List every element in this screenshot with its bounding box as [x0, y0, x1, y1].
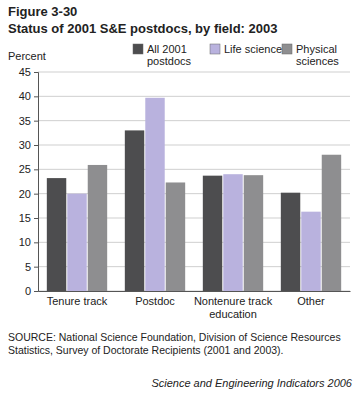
text-line: SOURCE: National Science Foundation, Div… [8, 331, 341, 343]
tick-mark [34, 121, 38, 122]
tick: Nontenure trackeducation [194, 291, 273, 320]
bar [67, 194, 86, 291]
bar [166, 182, 185, 291]
tick: 30 [19, 139, 38, 151]
tick-label: Tenure track [47, 295, 108, 307]
legend-item: All 2001postdocs [133, 43, 192, 67]
tick-label: Postdoc [135, 295, 175, 307]
tick-label: Other [297, 295, 325, 307]
tick-mark [34, 242, 38, 243]
text-line: Other [297, 295, 325, 307]
tick: 10 [19, 236, 38, 248]
x-axis: Tenure track Postdoc Nontenure trackeducat… [39, 291, 351, 320]
tick: 15 [19, 212, 38, 224]
legend-item: Life sciences [210, 43, 288, 55]
tick-label: 0 [25, 285, 31, 297]
text-line: Nontenure track [194, 295, 273, 307]
tick: 0 [25, 285, 38, 297]
tick-label: 35 [19, 115, 31, 127]
tick-mark [34, 291, 38, 292]
tick-label: 25 [19, 163, 31, 175]
tick: 20 [19, 188, 38, 200]
bar [301, 212, 320, 291]
bar [281, 193, 300, 291]
text-line: Life sciences [224, 43, 288, 55]
tick-label: 45 [19, 66, 31, 78]
grid-line [38, 169, 350, 170]
bar [125, 130, 144, 291]
tick-mark [34, 267, 38, 268]
chart: Figure 3-30 Status of 2001 S&E postdocs, … [0, 0, 360, 395]
text-line: Postdoc [135, 295, 175, 307]
text-line: education [209, 308, 257, 320]
bar [244, 175, 263, 291]
figure-label: Figure 3-30 [8, 4, 77, 19]
legend: All 2001postdocs Life sciences Physicalsci… [133, 43, 339, 67]
grid-line [38, 120, 350, 121]
legend-swatch [210, 44, 220, 54]
bar-series [47, 130, 300, 291]
grid-line [38, 72, 350, 73]
legend-label: All 2001postdocs [147, 43, 192, 67]
tick-mark [34, 72, 38, 73]
tick-label: Nontenure trackeducation [194, 295, 273, 320]
bar-series [67, 98, 320, 291]
legend-item: Physicalsciences [282, 43, 339, 67]
legend-swatch [133, 44, 143, 54]
tick: 25 [19, 163, 38, 175]
tick: 5 [25, 261, 38, 273]
tick-label: 30 [19, 139, 31, 151]
tick-mark [34, 194, 38, 195]
tick-mark [34, 169, 38, 170]
tick-mark [34, 145, 38, 146]
bar [88, 165, 107, 291]
bar [47, 178, 66, 291]
y-axis-title: Percent [8, 50, 46, 62]
tick: 40 [19, 90, 38, 102]
tick: Other [297, 291, 325, 307]
y-axis: 0 5 10 15 20 25 30 35 40 45 [19, 66, 39, 297]
tick-label: 40 [19, 90, 31, 102]
tick-label: 20 [19, 188, 31, 200]
text-line: postdocs [147, 55, 192, 67]
grid-line [38, 145, 350, 146]
bar [203, 176, 222, 291]
grid [38, 72, 350, 291]
bars [47, 98, 341, 291]
axis-line [34, 73, 39, 292]
tick-mark [34, 96, 38, 97]
tick: 35 [19, 115, 38, 127]
tick: Tenure track [47, 291, 108, 307]
tick-label: 5 [25, 261, 31, 273]
tick-mark [34, 218, 38, 219]
legend-label: Physicalsciences [296, 43, 339, 67]
text-line: Statistics, Survey of Doctorate Recipien… [8, 344, 283, 356]
title: Status of 2001 S&E postdocs, by field: 2… [8, 21, 277, 36]
tick-label: 10 [19, 236, 31, 248]
bar [145, 98, 164, 291]
legend-label: Life sciences [224, 43, 288, 55]
source: SOURCE: National Science Foundation, Div… [8, 331, 341, 356]
tick-label: 15 [19, 212, 31, 224]
tick: 45 [19, 66, 38, 78]
plot: 0 5 10 15 20 25 30 35 40 45 Tenure track Postdoc Non… [19, 66, 351, 320]
axis-line [39, 291, 351, 292]
bar [322, 155, 341, 291]
text-line: All 2001 [147, 43, 187, 55]
grid-line [38, 96, 350, 97]
bar [223, 174, 242, 291]
legend-swatch [282, 44, 292, 54]
text-line: Physical [296, 43, 337, 55]
text-line: sciences [296, 55, 339, 67]
bar-series [88, 155, 341, 291]
tick: Postdoc [135, 291, 175, 307]
text-line: Tenure track [47, 295, 108, 307]
credit: Science and Engineering Indicators 2006 [151, 377, 352, 389]
